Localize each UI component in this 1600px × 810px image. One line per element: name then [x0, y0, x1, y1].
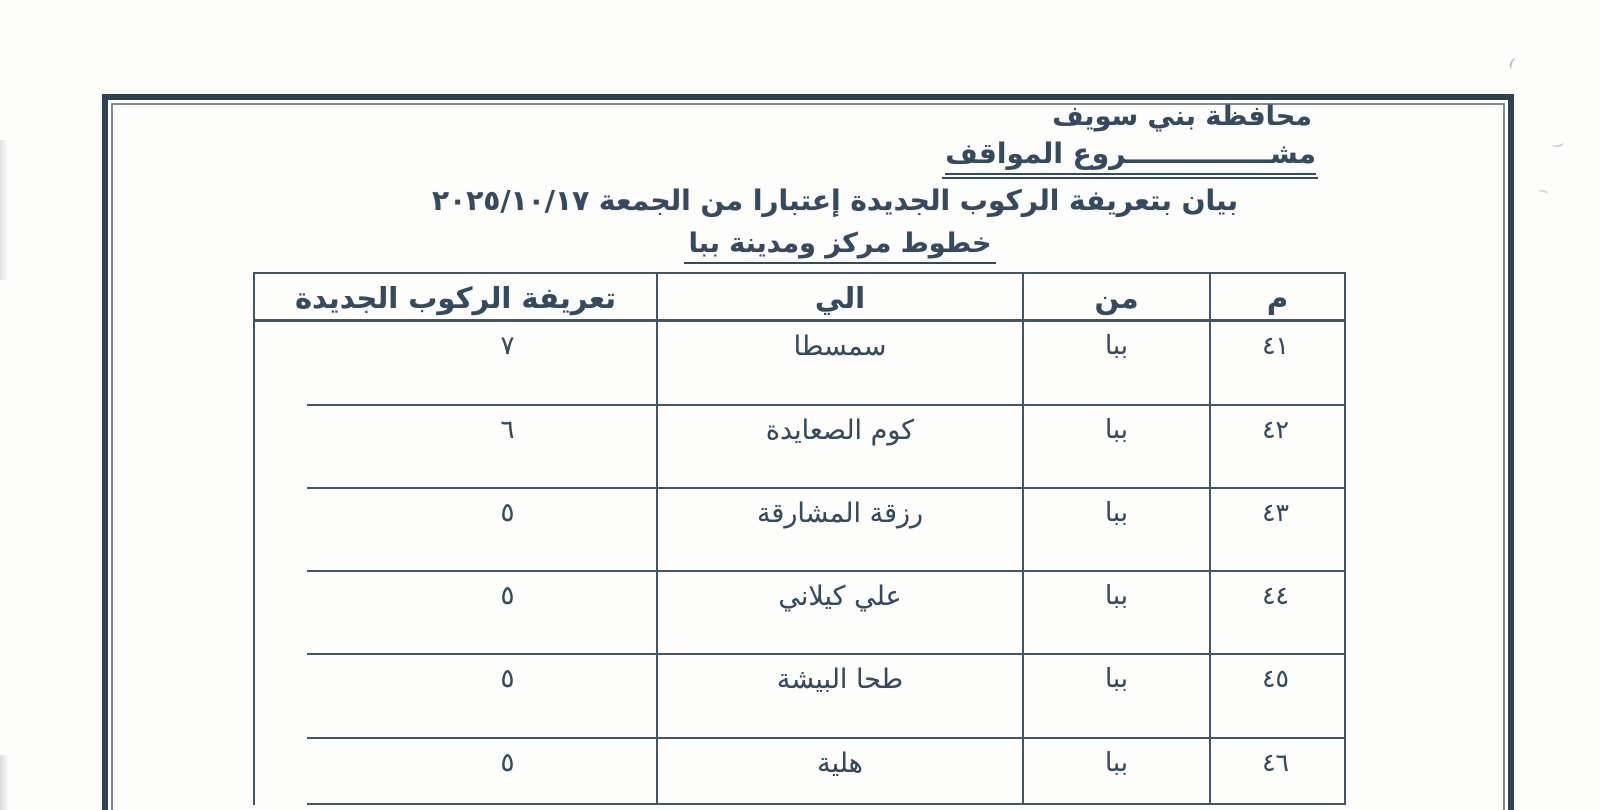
table-row-fare: ٥ — [307, 655, 708, 739]
table-row-fare: ٧ — [307, 322, 708, 406]
project-name-underlined: مشـــــــــــــــروع المواقف — [942, 137, 1318, 179]
lines-subtitle-text: خطوط مركز ومدينة ببا — [683, 228, 997, 264]
table-row-from: ببا — [1022, 489, 1209, 572]
table-row-serial: ٤٤ — [1209, 572, 1344, 655]
table-row-serial: ٤١ — [1209, 322, 1344, 406]
table-row-to: رزقة المشارقة — [656, 489, 1022, 572]
table-row-serial: ٤٥ — [1209, 655, 1344, 739]
col-header-to: الي — [656, 274, 1022, 322]
table-row-fare: ٥ — [307, 489, 708, 572]
col-header-serial: م — [1209, 274, 1344, 322]
table-row-fare: ٥ — [307, 739, 708, 805]
scan-artifact-speck — [1508, 56, 1521, 72]
table-row-serial: ٤٣ — [1209, 489, 1344, 572]
governorate-name: محافظة بني سويف — [1052, 101, 1312, 132]
table-row-to: كوم الصعايدة — [656, 406, 1022, 489]
fare-table: م من الي تعريفة الركوب الجديدة ٤١ ببا سم… — [253, 272, 1346, 805]
table-row-serial: ٤٢ — [1209, 406, 1344, 489]
scan-artifact-speck — [1537, 188, 1549, 198]
table-row-from: ببا — [1022, 406, 1209, 489]
scan-artifact-speck — [1551, 138, 1565, 149]
page-border-frame — [102, 94, 1514, 810]
scan-edge-shadow — [0, 755, 9, 810]
table-row-to: سمسطا — [656, 322, 1022, 406]
table-row-from: ببا — [1022, 572, 1209, 655]
col-header-fare: تعريفة الركوب الجديدة — [255, 274, 656, 322]
table-row-fare: ٦ — [307, 406, 708, 489]
scan-edge-shadow — [0, 140, 8, 280]
table-row-to: هلية — [656, 739, 1022, 805]
col-header-from: من — [1022, 274, 1209, 322]
table-row-fare: ٥ — [307, 572, 708, 655]
table-row-from: ببا — [1022, 322, 1209, 406]
document-title: بيان بتعريفة الركوب الجديدة إعتبارا من ا… — [432, 184, 1238, 217]
page-border-inner-line — [111, 103, 1505, 810]
table-row-from: ببا — [1022, 739, 1209, 805]
table-row-to: طحا البيشة — [656, 655, 1022, 739]
table-row-serial: ٤٦ — [1209, 739, 1344, 805]
table-row-to: علي كيلاني — [656, 572, 1022, 655]
lines-subtitle: خطوط مركز ومدينة ببا — [640, 228, 1040, 264]
table-row-from: ببا — [1022, 655, 1209, 739]
